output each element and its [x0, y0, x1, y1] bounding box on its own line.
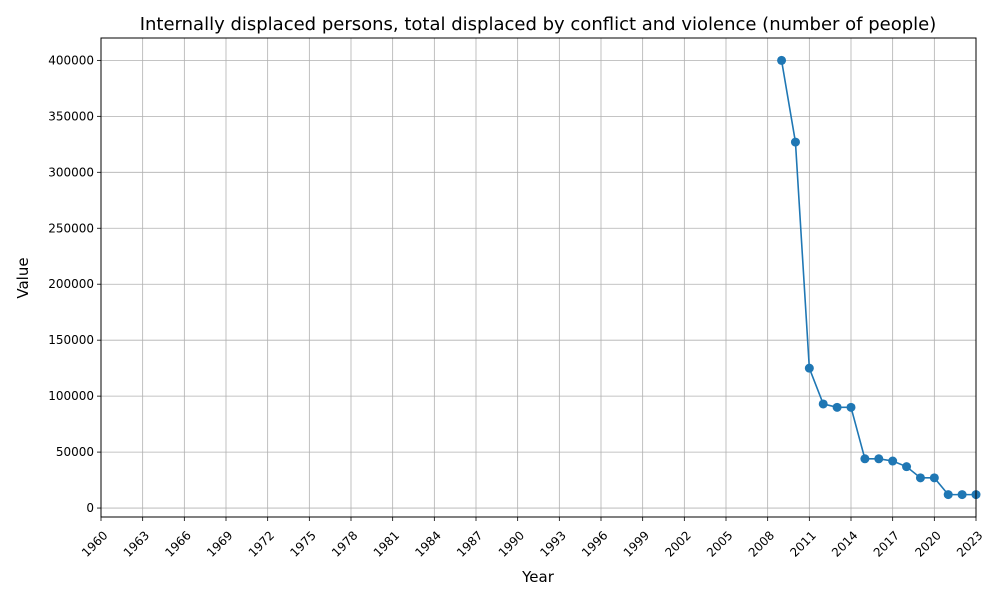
x-tick-label: 2020 — [912, 528, 943, 559]
x-tick-label: 1984 — [412, 528, 443, 559]
data-point — [818, 399, 828, 409]
data-point — [846, 402, 856, 412]
data-points — [777, 55, 981, 500]
x-tick-label: 1993 — [537, 528, 568, 559]
data-point — [874, 454, 884, 464]
x-tick-label: 2023 — [954, 528, 985, 559]
x-tick-label: 1987 — [454, 528, 485, 559]
x-tick-label: 2008 — [746, 528, 777, 559]
data-point — [915, 473, 925, 483]
plot-frame — [100, 37, 977, 518]
data-point — [777, 55, 787, 65]
data-point — [860, 454, 870, 464]
x-tick-label: 1963 — [121, 528, 152, 559]
data-point — [832, 402, 842, 412]
x-tick-label: 2017 — [871, 528, 902, 559]
x-tick-label: 1960 — [79, 528, 110, 559]
x-tick-label: 1969 — [204, 528, 235, 559]
y-tick-label: 350000 — [48, 109, 94, 123]
y-tick-label: 200000 — [48, 277, 94, 291]
y-tick-label: 0 — [86, 501, 94, 515]
data-point — [790, 137, 800, 147]
y-tick-label: 300000 — [48, 165, 94, 179]
data-point — [943, 490, 953, 500]
x-tick-label: 2005 — [704, 528, 735, 559]
y-tick-label: 150000 — [48, 333, 94, 347]
data-point — [957, 490, 967, 500]
x-tick-label: 1999 — [621, 528, 652, 559]
data-point — [888, 456, 898, 466]
x-axis-title: Year — [521, 568, 555, 586]
x-tick-label: 2011 — [787, 528, 818, 559]
data-point — [804, 363, 814, 373]
series-line — [780, 60, 976, 496]
x-tick-label: 1975 — [287, 528, 318, 559]
x-tick-label: 1972 — [246, 528, 277, 559]
y-tick-label: 50000 — [56, 445, 94, 459]
data-point — [902, 462, 912, 472]
y-tick-label: 100000 — [48, 389, 94, 403]
x-tick-label: 2002 — [662, 528, 693, 559]
y-tick-label: 400000 — [48, 53, 94, 67]
x-tick-label: 1966 — [162, 528, 193, 559]
x-tick-label: 1990 — [496, 528, 527, 559]
x-tick-label: 1981 — [371, 528, 402, 559]
y-tick-label: 250000 — [48, 221, 94, 235]
y-axis-title: Value — [14, 257, 32, 298]
grid — [100, 38, 977, 517]
x-tick-label: 1996 — [579, 528, 610, 559]
x-tick-label: 2014 — [829, 528, 860, 559]
series-line-group — [780, 60, 976, 496]
x-tick-label: 1978 — [329, 528, 360, 559]
axis-ticks: 1960 1963 1966 1969 1972 1975 1978 1981 1984 1987… — [48, 53, 985, 559]
chart-title: Internally displaced persons, total disp… — [140, 14, 937, 35]
data-point — [929, 473, 939, 483]
